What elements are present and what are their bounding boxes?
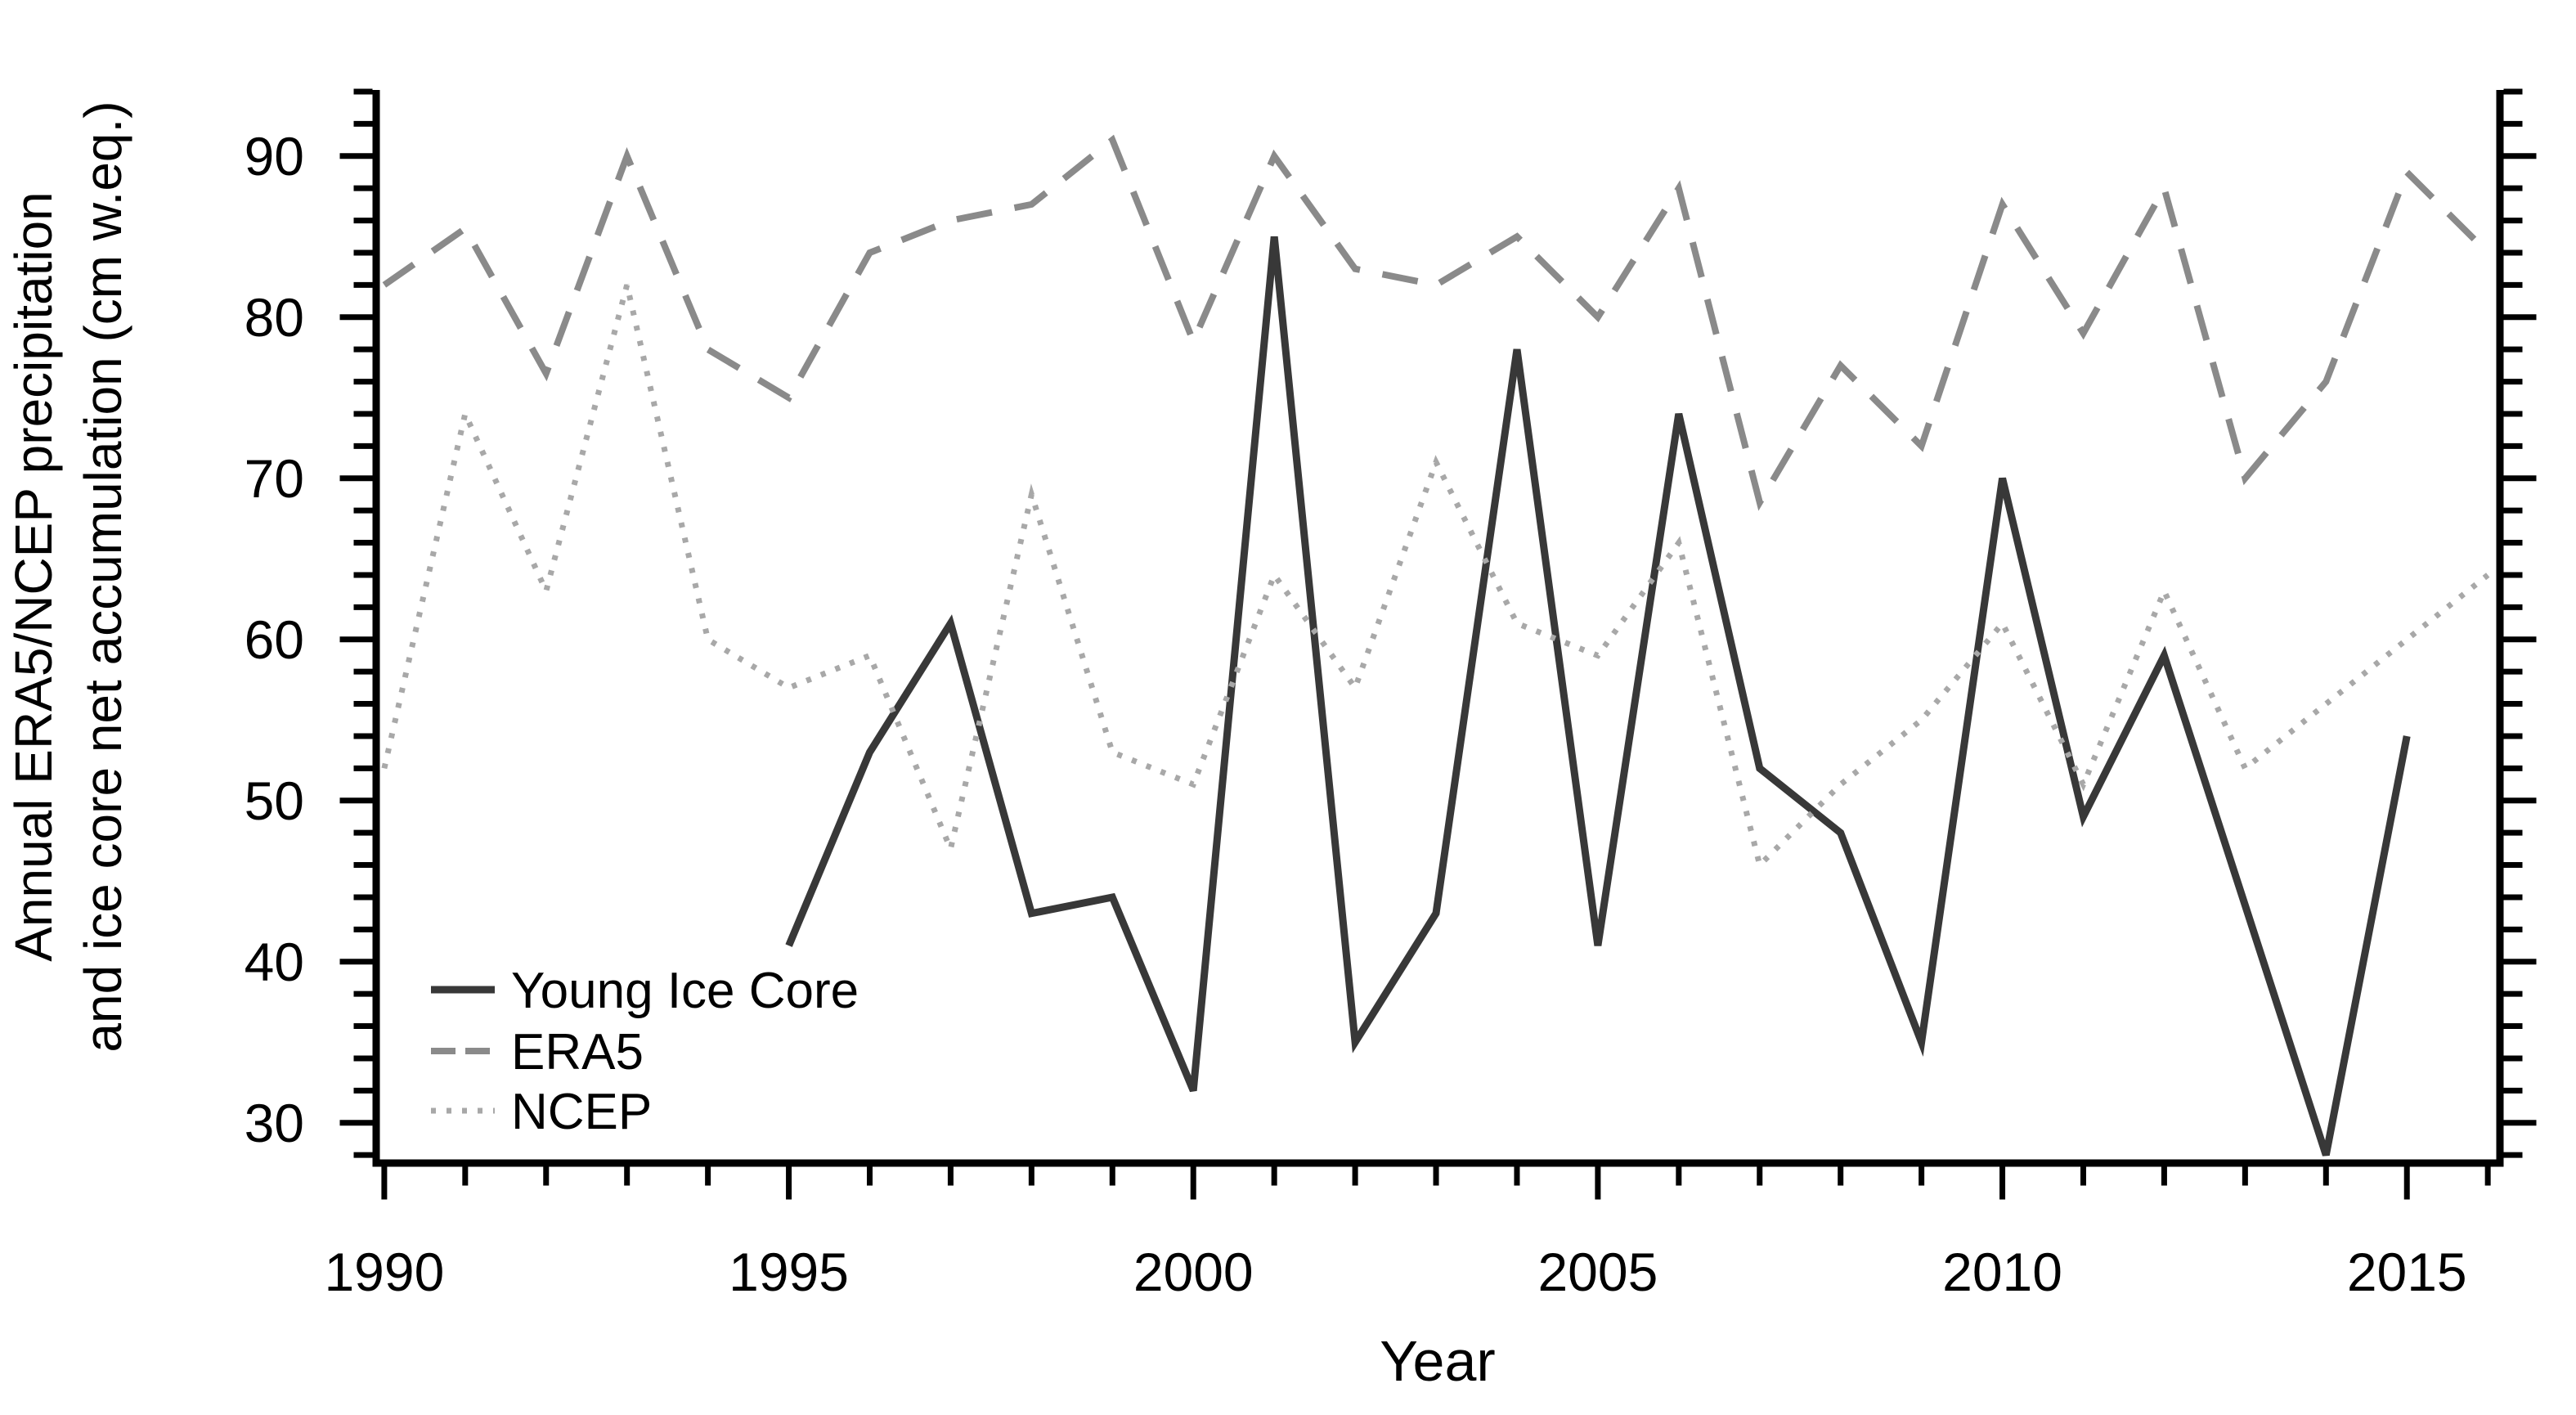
y-tick-label-70: 70: [245, 448, 304, 509]
legend-label: ERA5: [511, 1024, 644, 1080]
axis-ticks: [339, 88, 2537, 1200]
y-axis-title-line1: Annual ERA5/NCEP precipitation: [4, 191, 63, 962]
x-tick-label-2015: 2015: [2347, 1242, 2467, 1302]
x-tick-label-2000: 2000: [1133, 1242, 1254, 1302]
y-tick-label-80: 80: [245, 287, 304, 348]
legend-item-era5: ERA5: [431, 1024, 644, 1080]
y-tick-label-60: 60: [245, 609, 304, 670]
legend-label: NCEP: [511, 1084, 652, 1140]
series-young-ice-core-line: [785, 236, 2411, 1157]
y-tick-label-90: 90: [245, 126, 304, 186]
y-tick-label-40: 40: [245, 932, 304, 992]
legend-label: Young Ice Core: [511, 963, 859, 1019]
x-tick-label-1995: 1995: [729, 1242, 849, 1302]
series-ncep-line: [381, 284, 2490, 871]
series-era5-line: [382, 134, 2491, 511]
x-tick-label-2005: 2005: [1537, 1242, 1658, 1302]
x-axis-title: Year: [1380, 1329, 1495, 1393]
legend-item-ncep: NCEP: [431, 1084, 652, 1140]
x-tick-label-1990: 1990: [324, 1242, 444, 1302]
tick-labels: 1990 1995 2000 2005 2010 2015 30 40 50 60 70 80 90: [245, 126, 2467, 1302]
y-axis-title-line2: and ice core net accumulation (cm w.eq.): [74, 101, 132, 1052]
y-tick-label-30: 30: [245, 1093, 304, 1153]
axes: [372, 90, 2504, 1167]
y-tick-label-50: 50: [245, 770, 304, 831]
x-tick-label-2010: 2010: [1942, 1242, 2062, 1302]
legend-item-young-ice-core: Young Ice Core: [431, 963, 859, 1019]
